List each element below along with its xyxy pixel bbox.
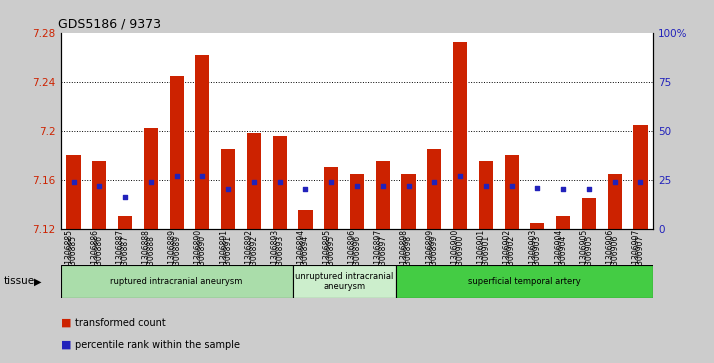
Text: GSM1306888: GSM1306888 xyxy=(142,229,151,280)
Bar xyxy=(453,42,467,229)
Point xyxy=(506,183,518,188)
Point xyxy=(119,195,131,200)
Bar xyxy=(92,161,106,229)
Text: GDS5186 / 9373: GDS5186 / 9373 xyxy=(58,17,161,30)
Bar xyxy=(247,133,261,229)
Bar xyxy=(582,198,596,229)
Point xyxy=(171,173,182,179)
Text: GSM1306885: GSM1306885 xyxy=(64,229,74,280)
Bar xyxy=(196,55,209,229)
Text: GSM1306899: GSM1306899 xyxy=(426,229,434,280)
Point xyxy=(609,179,620,184)
Text: GSM1306903: GSM1306903 xyxy=(528,229,538,280)
Text: GSM1306891: GSM1306891 xyxy=(219,229,228,280)
Point xyxy=(403,183,414,188)
Text: superficial temporal artery: superficial temporal artery xyxy=(468,277,581,286)
Text: GSM1306897: GSM1306897 xyxy=(373,229,383,280)
Point xyxy=(326,179,337,184)
Text: GSM1306904: GSM1306904 xyxy=(554,229,563,280)
Text: ■: ■ xyxy=(61,318,71,328)
Text: GSM1306895: GSM1306895 xyxy=(322,229,331,280)
Point xyxy=(94,183,105,188)
Point xyxy=(351,183,363,188)
Point xyxy=(480,183,491,188)
Bar xyxy=(531,223,545,229)
Text: GSM1306889: GSM1306889 xyxy=(168,229,176,280)
Text: GSM1306890: GSM1306890 xyxy=(193,229,202,280)
Text: GSM1306901: GSM1306901 xyxy=(477,229,486,280)
Point xyxy=(558,187,569,192)
Point xyxy=(145,179,156,184)
Bar xyxy=(66,155,81,229)
Bar xyxy=(61,265,293,298)
Bar xyxy=(479,161,493,229)
Bar xyxy=(556,216,570,229)
Point xyxy=(248,179,260,184)
Text: unruptured intracranial
aneurysm: unruptured intracranial aneurysm xyxy=(295,272,393,291)
Bar xyxy=(221,149,235,229)
Bar xyxy=(118,216,132,229)
Text: GSM1306900: GSM1306900 xyxy=(451,229,460,280)
Bar xyxy=(169,76,183,229)
Text: tissue: tissue xyxy=(4,276,35,286)
Text: GSM1306902: GSM1306902 xyxy=(503,229,512,280)
Text: transformed count: transformed count xyxy=(75,318,166,328)
Bar xyxy=(350,174,364,229)
Text: GSM1306905: GSM1306905 xyxy=(580,229,589,280)
Point xyxy=(274,179,286,184)
Point xyxy=(454,173,466,179)
Bar xyxy=(273,136,287,229)
Text: GSM1306893: GSM1306893 xyxy=(271,229,280,280)
Text: GSM1306887: GSM1306887 xyxy=(116,229,125,280)
Text: GSM1306907: GSM1306907 xyxy=(631,229,640,280)
Bar xyxy=(505,155,518,229)
Bar xyxy=(633,125,648,229)
Text: ruptured intracranial aneurysm: ruptured intracranial aneurysm xyxy=(111,277,243,286)
Point xyxy=(196,173,208,179)
Bar xyxy=(608,174,622,229)
Point xyxy=(428,179,440,184)
Point xyxy=(377,183,388,188)
Point xyxy=(635,179,646,184)
Point xyxy=(532,185,543,191)
Text: ▶: ▶ xyxy=(34,276,42,286)
Bar xyxy=(298,210,313,229)
Bar xyxy=(427,149,441,229)
Text: GSM1306892: GSM1306892 xyxy=(245,229,254,280)
Bar xyxy=(376,161,390,229)
Text: percentile rank within the sample: percentile rank within the sample xyxy=(75,340,240,350)
Bar xyxy=(324,167,338,229)
Bar xyxy=(401,174,416,229)
Point xyxy=(223,187,234,192)
Text: GSM1306898: GSM1306898 xyxy=(400,229,408,280)
Bar xyxy=(396,265,653,298)
Point xyxy=(583,187,595,192)
Text: GSM1306906: GSM1306906 xyxy=(605,229,615,280)
Point xyxy=(68,179,79,184)
Bar xyxy=(293,265,396,298)
Text: ■: ■ xyxy=(61,340,71,350)
Text: GSM1306886: GSM1306886 xyxy=(91,229,99,280)
Text: GSM1306894: GSM1306894 xyxy=(296,229,306,280)
Point xyxy=(300,187,311,192)
Text: GSM1306896: GSM1306896 xyxy=(348,229,357,280)
Bar xyxy=(144,128,158,229)
